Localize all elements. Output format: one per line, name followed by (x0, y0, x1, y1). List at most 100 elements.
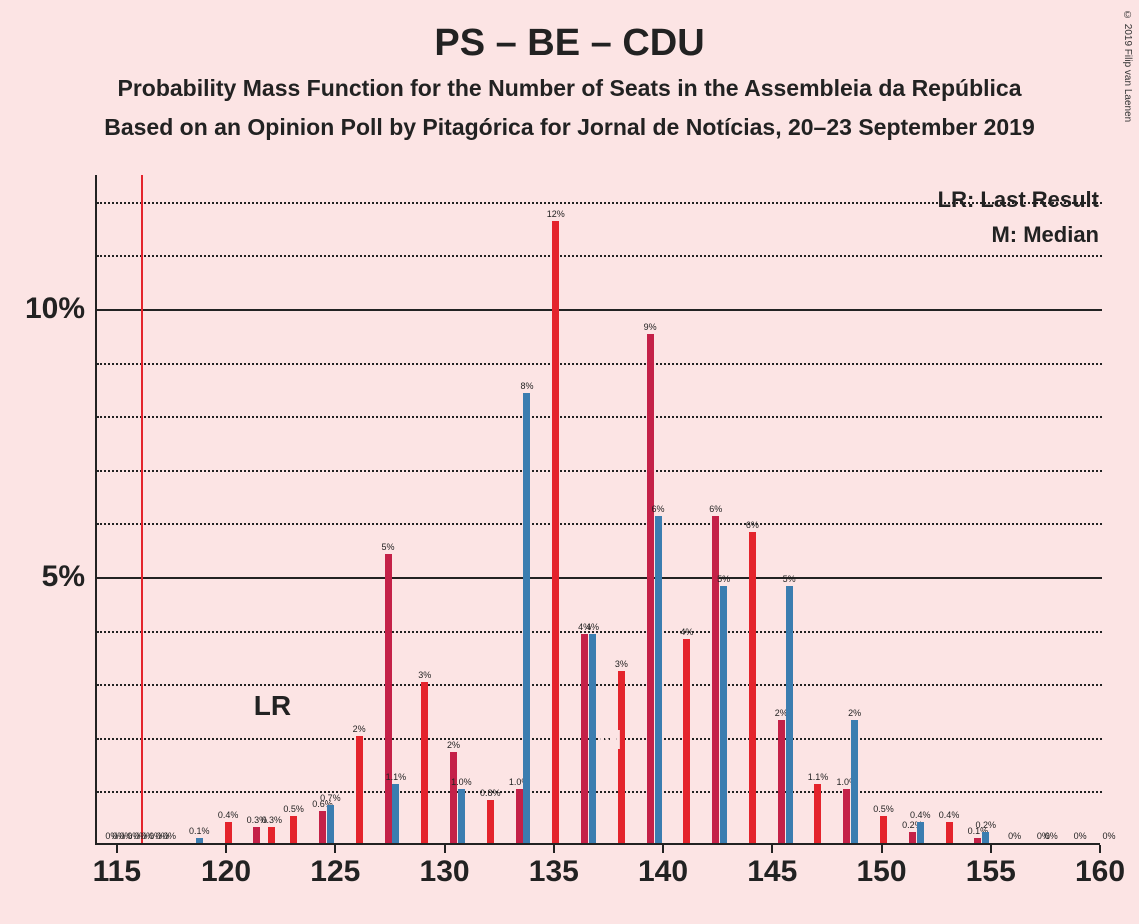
bar (974, 838, 981, 843)
bar (843, 789, 850, 843)
lr-text: LR (254, 690, 291, 722)
bar-label: 8% (520, 381, 533, 391)
bar-label: 2% (447, 740, 460, 750)
bar (778, 720, 785, 843)
bar-label: 0.1% (189, 826, 210, 836)
bar-label: 9% (644, 322, 657, 332)
copyright-text: © 2019 Filip van Laenen (1122, 10, 1133, 122)
bar-label: 12% (547, 209, 565, 219)
bar (946, 822, 953, 843)
x-axis-label: 145 (747, 855, 797, 889)
bar-label: 2% (848, 708, 861, 718)
subtitle-1: Probability Mass Function for the Number… (0, 75, 1139, 102)
bar-label: 0.8% (480, 788, 501, 798)
bar (814, 784, 821, 843)
x-tick (553, 845, 555, 853)
bar (450, 752, 457, 843)
bar (589, 634, 596, 843)
bar-label: 6% (709, 504, 722, 514)
bar (749, 532, 756, 843)
bar (356, 736, 363, 843)
bar (392, 784, 399, 843)
bar-label: 3% (615, 659, 628, 669)
bar-label: 0% (1008, 831, 1021, 841)
bar-label: 5% (783, 574, 796, 584)
x-axis-label: 125 (310, 855, 360, 889)
bar (909, 832, 916, 843)
bar (786, 586, 793, 843)
lr-line (141, 175, 144, 843)
bar (319, 811, 326, 843)
bar-label: 4% (586, 622, 599, 632)
x-tick (1099, 845, 1101, 853)
gridline-major (97, 309, 1102, 311)
bar-label: 0.3% (262, 815, 283, 825)
bar-label: 5% (381, 542, 394, 552)
x-axis-label: 115 (93, 855, 141, 889)
subtitle-2: Based on an Opinion Poll by Pitagórica f… (0, 114, 1139, 141)
bar-label: 1.0% (451, 777, 472, 787)
bar (196, 838, 203, 843)
x-tick (990, 845, 992, 853)
x-tick (334, 845, 336, 853)
bar-label: 0.4% (218, 810, 239, 820)
bar (712, 516, 719, 843)
gridline (97, 684, 1102, 686)
m-text: M (598, 724, 621, 756)
gridline (97, 523, 1102, 525)
bar (982, 832, 989, 843)
bar-label: 0% (1045, 831, 1058, 841)
bar-label: 2% (353, 724, 366, 734)
bar (516, 789, 523, 843)
bar-label: 1.1% (386, 772, 407, 782)
bar-label: 6% (746, 520, 759, 530)
bar-label: 6% (652, 504, 665, 514)
gridline (97, 470, 1102, 472)
plot: 0%0%0%0%0%0%0%0%0%0.1%0.4%0.3%0.3%0.5%0.… (95, 175, 1100, 845)
bar (487, 800, 494, 843)
bar (458, 789, 465, 843)
bar-label: 0.7% (320, 793, 341, 803)
x-axis-label: 120 (201, 855, 251, 889)
bar-label: 0.4% (910, 810, 931, 820)
bar (421, 682, 428, 843)
bar (552, 221, 559, 843)
x-tick (771, 845, 773, 853)
bar (720, 586, 727, 843)
bar (851, 720, 858, 843)
bar-label: 0% (1074, 831, 1087, 841)
bar (655, 516, 662, 843)
bar (880, 816, 887, 843)
x-axis-label: 130 (420, 855, 470, 889)
bar-label: 0% (163, 831, 176, 841)
bar (917, 822, 924, 843)
bar (385, 554, 392, 843)
gridline (97, 363, 1102, 365)
bar-label: 5% (717, 574, 730, 584)
bar-label: 4% (680, 627, 693, 637)
x-axis-label: 150 (856, 855, 906, 889)
bar (268, 827, 275, 843)
bar (523, 393, 530, 843)
bar (618, 671, 625, 843)
bar (253, 827, 260, 843)
bar (225, 822, 232, 843)
x-axis-label: 160 (1075, 855, 1125, 889)
gridline (97, 255, 1102, 257)
x-tick (662, 845, 664, 853)
bar-label: 3% (418, 670, 431, 680)
titles: PS – BE – CDU Probability Mass Function … (0, 0, 1139, 141)
bar (290, 816, 297, 843)
x-tick (116, 845, 118, 853)
bar-label: 0.5% (873, 804, 894, 814)
x-axis-label: 140 (638, 855, 688, 889)
gridline-major (97, 577, 1102, 579)
bar-label: 0.5% (283, 804, 304, 814)
main-title: PS – BE – CDU (0, 22, 1139, 65)
bar-label: 1.1% (808, 772, 829, 782)
gridline (97, 631, 1102, 633)
y-axis-label: 10% (25, 292, 85, 326)
bar-label: 0.2% (976, 820, 997, 830)
gridline (97, 202, 1102, 204)
x-tick (444, 845, 446, 853)
